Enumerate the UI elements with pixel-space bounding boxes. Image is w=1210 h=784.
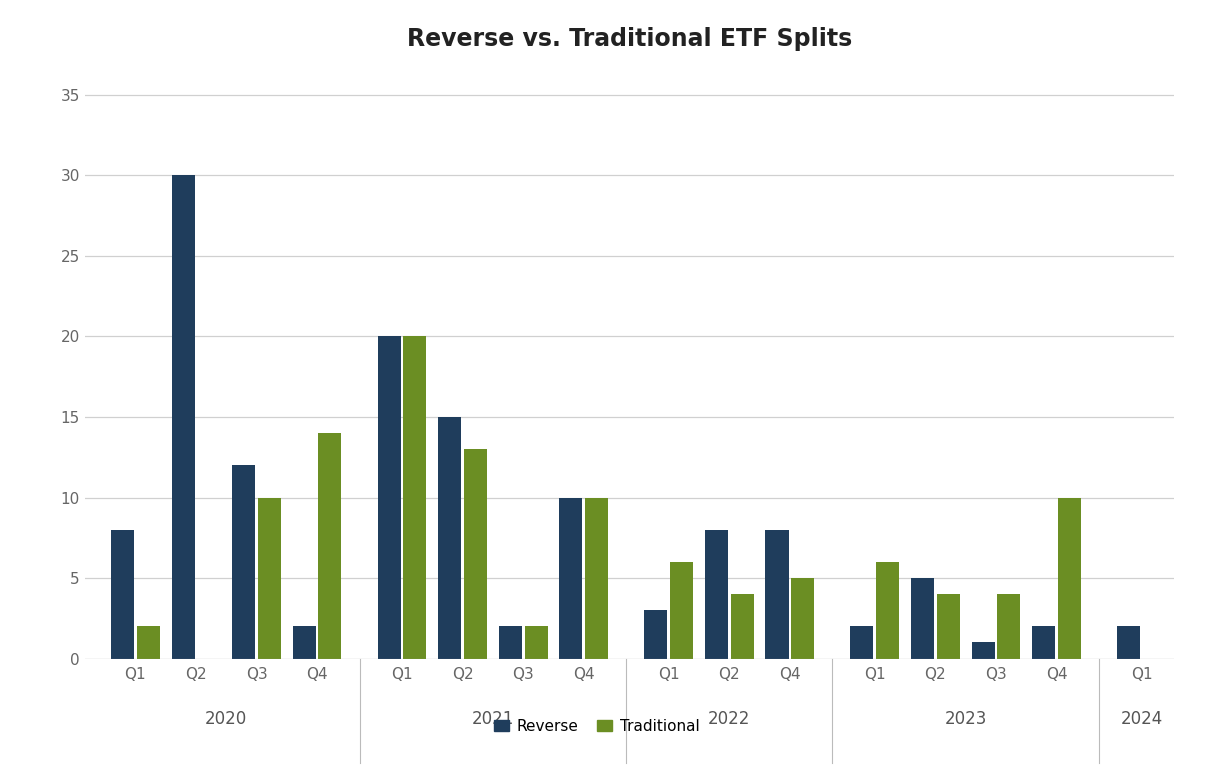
Bar <box>997 594 1020 659</box>
Title: Reverse vs. Traditional ETF Splits: Reverse vs. Traditional ETF Splits <box>407 27 852 51</box>
Bar <box>559 498 582 659</box>
Bar <box>670 562 693 659</box>
Text: 2024: 2024 <box>1120 710 1163 728</box>
Bar <box>1117 626 1140 659</box>
Bar <box>403 336 426 659</box>
Bar <box>791 578 814 659</box>
Bar <box>172 176 195 659</box>
Bar <box>232 466 255 659</box>
Legend: Reverse, Traditional: Reverse, Traditional <box>488 713 705 740</box>
Bar <box>524 626 548 659</box>
Bar <box>1058 498 1081 659</box>
Bar <box>586 498 609 659</box>
Bar <box>137 626 160 659</box>
Bar <box>731 594 754 659</box>
Bar <box>937 594 960 659</box>
Bar <box>258 498 281 659</box>
Bar <box>293 626 316 659</box>
Bar <box>705 530 728 659</box>
Bar <box>438 417 461 659</box>
Bar <box>1032 626 1055 659</box>
Bar <box>318 433 341 659</box>
Bar <box>499 626 522 659</box>
Bar <box>645 610 668 659</box>
Bar <box>876 562 899 659</box>
Bar <box>911 578 934 659</box>
Bar <box>463 449 486 659</box>
Bar <box>766 530 789 659</box>
Text: 2023: 2023 <box>945 710 987 728</box>
Text: 2020: 2020 <box>206 710 247 728</box>
Bar <box>111 530 134 659</box>
Text: 2021: 2021 <box>472 710 514 728</box>
Text: 2022: 2022 <box>708 710 750 728</box>
Bar <box>851 626 874 659</box>
Bar <box>972 642 995 659</box>
Bar <box>378 336 401 659</box>
